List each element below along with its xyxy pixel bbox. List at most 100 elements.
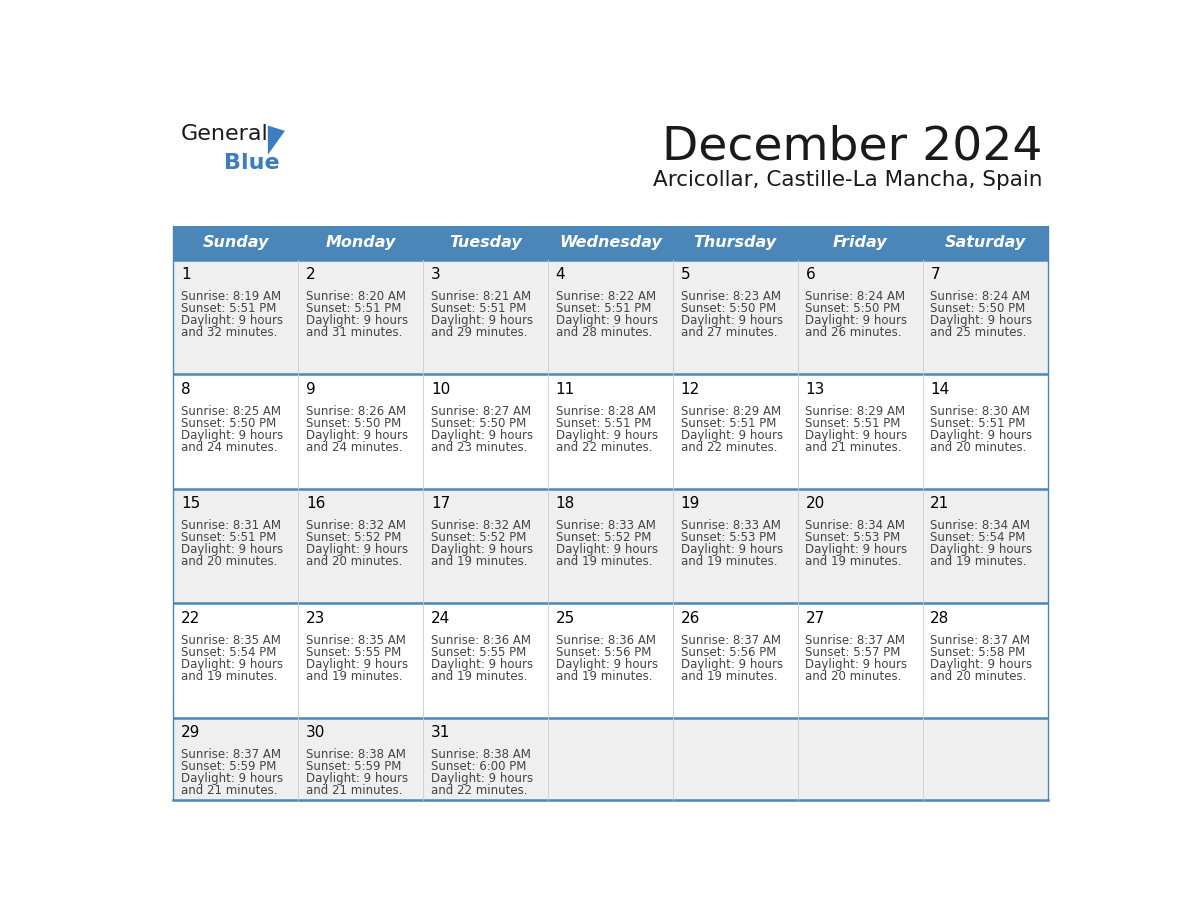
Text: and 19 minutes.: and 19 minutes.: [681, 670, 777, 683]
Bar: [923, 603, 1048, 718]
Text: and 20 minutes.: and 20 minutes.: [930, 441, 1026, 453]
Text: Sunrise: 8:33 AM: Sunrise: 8:33 AM: [556, 520, 656, 532]
Text: and 22 minutes.: and 22 minutes.: [431, 784, 527, 797]
Text: Sunrise: 8:38 AM: Sunrise: 8:38 AM: [307, 748, 406, 761]
Text: Sunrise: 8:37 AM: Sunrise: 8:37 AM: [681, 634, 781, 647]
Text: 11: 11: [556, 382, 575, 397]
Text: and 19 minutes.: and 19 minutes.: [556, 670, 652, 683]
Text: Sunrise: 8:29 AM: Sunrise: 8:29 AM: [805, 405, 905, 418]
Text: Daylight: 9 hours: Daylight: 9 hours: [181, 314, 283, 327]
Bar: [548, 718, 672, 800]
Bar: [423, 603, 548, 718]
Text: Sunrise: 8:29 AM: Sunrise: 8:29 AM: [681, 405, 781, 418]
Text: Daylight: 9 hours: Daylight: 9 hours: [431, 543, 533, 556]
Bar: [173, 488, 298, 603]
Text: Sunrise: 8:23 AM: Sunrise: 8:23 AM: [681, 290, 781, 303]
Text: Sunrise: 8:37 AM: Sunrise: 8:37 AM: [930, 634, 1030, 647]
Text: 20: 20: [805, 497, 824, 511]
Bar: [923, 226, 1048, 260]
Text: Daylight: 9 hours: Daylight: 9 hours: [307, 658, 407, 671]
Bar: [423, 488, 548, 603]
Text: Sunset: 5:53 PM: Sunset: 5:53 PM: [681, 532, 776, 544]
Text: Daylight: 9 hours: Daylight: 9 hours: [181, 543, 283, 556]
Text: 12: 12: [681, 382, 700, 397]
Text: Sunset: 5:51 PM: Sunset: 5:51 PM: [431, 302, 526, 315]
Text: Daylight: 9 hours: Daylight: 9 hours: [930, 429, 1032, 442]
Bar: [797, 226, 923, 260]
Bar: [423, 718, 548, 800]
Text: Sunset: 5:51 PM: Sunset: 5:51 PM: [930, 417, 1025, 430]
Text: Daylight: 9 hours: Daylight: 9 hours: [805, 314, 908, 327]
Text: Sunrise: 8:25 AM: Sunrise: 8:25 AM: [181, 405, 282, 418]
Text: Daylight: 9 hours: Daylight: 9 hours: [805, 658, 908, 671]
Text: Tuesday: Tuesday: [449, 235, 522, 250]
Text: 14: 14: [930, 382, 949, 397]
Text: Sunrise: 8:30 AM: Sunrise: 8:30 AM: [930, 405, 1030, 418]
Text: Sunset: 5:51 PM: Sunset: 5:51 PM: [556, 417, 651, 430]
Text: 3: 3: [431, 267, 441, 282]
Text: Sunset: 5:59 PM: Sunset: 5:59 PM: [307, 760, 402, 773]
Text: 10: 10: [431, 382, 450, 397]
Text: Sunset: 5:50 PM: Sunset: 5:50 PM: [181, 417, 277, 430]
Text: Saturday: Saturday: [944, 235, 1025, 250]
Text: Sunrise: 8:20 AM: Sunrise: 8:20 AM: [307, 290, 406, 303]
Text: Sunrise: 8:26 AM: Sunrise: 8:26 AM: [307, 405, 406, 418]
Text: Sunrise: 8:28 AM: Sunrise: 8:28 AM: [556, 405, 656, 418]
Text: and 21 minutes.: and 21 minutes.: [805, 441, 902, 453]
Text: Arcicollar, Castille-La Mancha, Spain: Arcicollar, Castille-La Mancha, Spain: [652, 170, 1042, 190]
Text: Sunset: 6:00 PM: Sunset: 6:00 PM: [431, 760, 526, 773]
Text: Sunset: 5:50 PM: Sunset: 5:50 PM: [930, 302, 1025, 315]
Text: 8: 8: [181, 382, 191, 397]
Bar: [173, 226, 298, 260]
Text: and 20 minutes.: and 20 minutes.: [805, 670, 902, 683]
Bar: [548, 260, 672, 374]
Bar: [672, 603, 797, 718]
Text: Daylight: 9 hours: Daylight: 9 hours: [556, 658, 658, 671]
Text: Sunset: 5:50 PM: Sunset: 5:50 PM: [681, 302, 776, 315]
Text: Daylight: 9 hours: Daylight: 9 hours: [930, 314, 1032, 327]
Text: Daylight: 9 hours: Daylight: 9 hours: [805, 543, 908, 556]
Text: Sunrise: 8:37 AM: Sunrise: 8:37 AM: [805, 634, 905, 647]
Bar: [923, 488, 1048, 603]
Text: Daylight: 9 hours: Daylight: 9 hours: [681, 658, 783, 671]
Text: Sunrise: 8:35 AM: Sunrise: 8:35 AM: [307, 634, 406, 647]
Text: and 19 minutes.: and 19 minutes.: [556, 555, 652, 568]
Text: Sunrise: 8:37 AM: Sunrise: 8:37 AM: [181, 748, 282, 761]
Text: Sunset: 5:50 PM: Sunset: 5:50 PM: [307, 417, 402, 430]
Text: Sunset: 5:58 PM: Sunset: 5:58 PM: [930, 646, 1025, 659]
Text: 2: 2: [307, 267, 316, 282]
Text: Monday: Monday: [326, 235, 396, 250]
Text: Daylight: 9 hours: Daylight: 9 hours: [307, 543, 407, 556]
Text: and 19 minutes.: and 19 minutes.: [805, 555, 902, 568]
Text: 1: 1: [181, 267, 191, 282]
Text: and 20 minutes.: and 20 minutes.: [181, 555, 278, 568]
Text: Daylight: 9 hours: Daylight: 9 hours: [181, 429, 283, 442]
Text: December 2024: December 2024: [662, 124, 1042, 169]
Bar: [672, 488, 797, 603]
Text: Sunday: Sunday: [203, 235, 268, 250]
Text: and 26 minutes.: and 26 minutes.: [805, 326, 902, 339]
Text: Sunset: 5:51 PM: Sunset: 5:51 PM: [805, 417, 901, 430]
Text: Sunset: 5:54 PM: Sunset: 5:54 PM: [181, 646, 277, 659]
Text: Sunrise: 8:33 AM: Sunrise: 8:33 AM: [681, 520, 781, 532]
Text: and 24 minutes.: and 24 minutes.: [307, 441, 403, 453]
Text: 18: 18: [556, 497, 575, 511]
Text: 24: 24: [431, 610, 450, 626]
Text: 27: 27: [805, 610, 824, 626]
Text: Sunset: 5:50 PM: Sunset: 5:50 PM: [431, 417, 526, 430]
Text: Sunrise: 8:35 AM: Sunrise: 8:35 AM: [181, 634, 280, 647]
Text: Daylight: 9 hours: Daylight: 9 hours: [556, 543, 658, 556]
Text: 15: 15: [181, 497, 201, 511]
Bar: [548, 226, 672, 260]
Text: Sunrise: 8:19 AM: Sunrise: 8:19 AM: [181, 290, 282, 303]
Bar: [797, 603, 923, 718]
Text: Sunrise: 8:31 AM: Sunrise: 8:31 AM: [181, 520, 282, 532]
Text: 23: 23: [307, 610, 326, 626]
Bar: [173, 374, 298, 488]
Text: Daylight: 9 hours: Daylight: 9 hours: [431, 429, 533, 442]
Text: 26: 26: [681, 610, 700, 626]
Text: Sunset: 5:59 PM: Sunset: 5:59 PM: [181, 760, 277, 773]
Text: Daylight: 9 hours: Daylight: 9 hours: [431, 658, 533, 671]
Text: 19: 19: [681, 497, 700, 511]
Text: Sunset: 5:51 PM: Sunset: 5:51 PM: [681, 417, 776, 430]
